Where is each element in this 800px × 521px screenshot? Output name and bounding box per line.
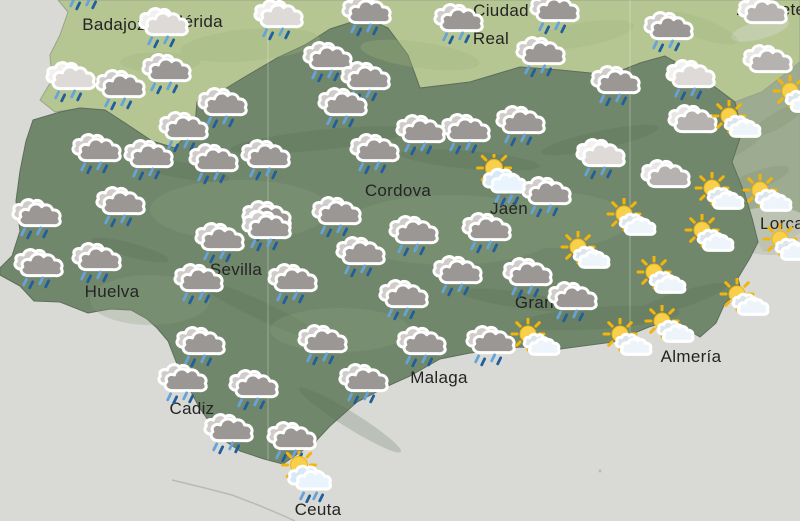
city-label-sevilla: Sevilla (209, 260, 263, 279)
sun-cloud-icon (683, 214, 737, 258)
rain-cloud-icon (139, 49, 193, 96)
sun-cloud-icon (771, 75, 800, 119)
rain-cloud-icon (265, 259, 319, 306)
rain-cloud-icon (463, 321, 517, 368)
sea-marker-dot (598, 469, 602, 473)
rain-cloud-icon (430, 251, 484, 298)
sun-cloud-icon (710, 100, 764, 144)
rain-cloud-icon (155, 359, 209, 406)
rain-cloud-icon (121, 135, 175, 182)
city-label-almeria: Almería (660, 347, 722, 366)
rain-cloud-icon (239, 206, 293, 253)
rain-cloud-icon (527, 0, 581, 36)
rain-cloud-icon (393, 110, 447, 157)
cloud-icon (740, 39, 794, 75)
rain-cloud-icon (347, 129, 401, 176)
cloud-icon (735, 0, 789, 26)
rain-cloud-icon (500, 253, 554, 300)
rain-cloud-icon (315, 83, 369, 130)
light-rain-cloud-icon (251, 0, 305, 42)
city-label-ciudad-real-line2: Real (472, 29, 510, 48)
rain-cloud-icon (339, 0, 393, 38)
rain-cloud-icon (171, 259, 225, 306)
rain-cloud-icon (93, 182, 147, 229)
cloud-icon (665, 99, 719, 135)
rain-cloud-icon (69, 238, 123, 285)
rain-cloud-icon (58, 0, 112, 12)
cloud-icon (638, 154, 692, 190)
sun-cloud-icon (601, 318, 655, 362)
sun-cloud-icon (643, 305, 697, 349)
sun-rain-cloud-icon (474, 154, 532, 206)
sun-cloud-icon (605, 198, 659, 242)
rain-cloud-icon (394, 322, 448, 369)
rain-cloud-icon (459, 208, 513, 255)
rain-cloud-icon (226, 365, 280, 412)
rain-cloud-icon (545, 277, 599, 324)
sun-cloud-icon (559, 231, 613, 275)
rain-cloud-icon (333, 232, 387, 279)
sun-cloud-icon (761, 223, 800, 267)
rain-cloud-icon (338, 57, 392, 104)
rain-cloud-icon (300, 37, 354, 84)
rain-cloud-icon (186, 139, 240, 186)
andalusia-light-shading (90, 180, 630, 352)
light-rain-cloud-icon (573, 134, 627, 181)
city-label-huelva: Huelva (84, 282, 140, 301)
light-rain-cloud-icon (663, 55, 717, 102)
city-label-cordova: Cordova (364, 181, 432, 200)
rain-cloud-icon (11, 244, 65, 291)
rain-cloud-icon (195, 83, 249, 130)
rain-cloud-icon (376, 275, 430, 322)
light-rain-cloud-icon (136, 3, 190, 50)
city-label-ceuta: Ceuta (294, 500, 342, 519)
city-label-jaen: Jaén (489, 199, 529, 218)
rain-cloud-icon (513, 32, 567, 79)
rain-cloud-icon (238, 135, 292, 182)
sun-cloud-icon (635, 256, 689, 300)
city-label-ciudad-real-line1: Ciudad (473, 1, 529, 20)
rain-cloud-icon (386, 211, 440, 258)
sun-cloud-icon (741, 174, 795, 218)
rain-cloud-icon (295, 320, 349, 367)
morocco-coastline (171, 479, 296, 521)
rain-cloud-icon (309, 192, 363, 239)
rain-cloud-icon (173, 322, 227, 369)
rain-cloud-icon (9, 194, 63, 241)
rain-cloud-icon (519, 172, 573, 219)
sun-cloud-icon (718, 278, 772, 322)
rain-cloud-icon (201, 409, 255, 456)
rain-cloud-icon (431, 0, 485, 46)
rain-cloud-icon (156, 107, 210, 154)
city-label-malaga: Malaga (410, 368, 468, 387)
sun-cloud-icon (693, 172, 747, 216)
light-rain-cloud-icon (43, 57, 97, 104)
sun-rain-cloud-icon (279, 451, 337, 503)
rain-cloud-icon (588, 61, 642, 108)
rain-cloud-icon (641, 7, 695, 54)
rain-cloud-icon (336, 359, 390, 406)
rain-cloud-icon (438, 109, 492, 156)
sun-cloud-icon (509, 318, 563, 362)
city-label-cadiz: Cadiz (169, 399, 215, 418)
rain-cloud-icon (264, 417, 318, 464)
rain-cloud-icon (192, 218, 246, 265)
rain-cloud-icon (493, 101, 547, 148)
rain-cloud-icon (69, 129, 123, 176)
city-label-badajoz: Badajoz (82, 15, 146, 34)
rain-cloud-icon (93, 65, 147, 112)
